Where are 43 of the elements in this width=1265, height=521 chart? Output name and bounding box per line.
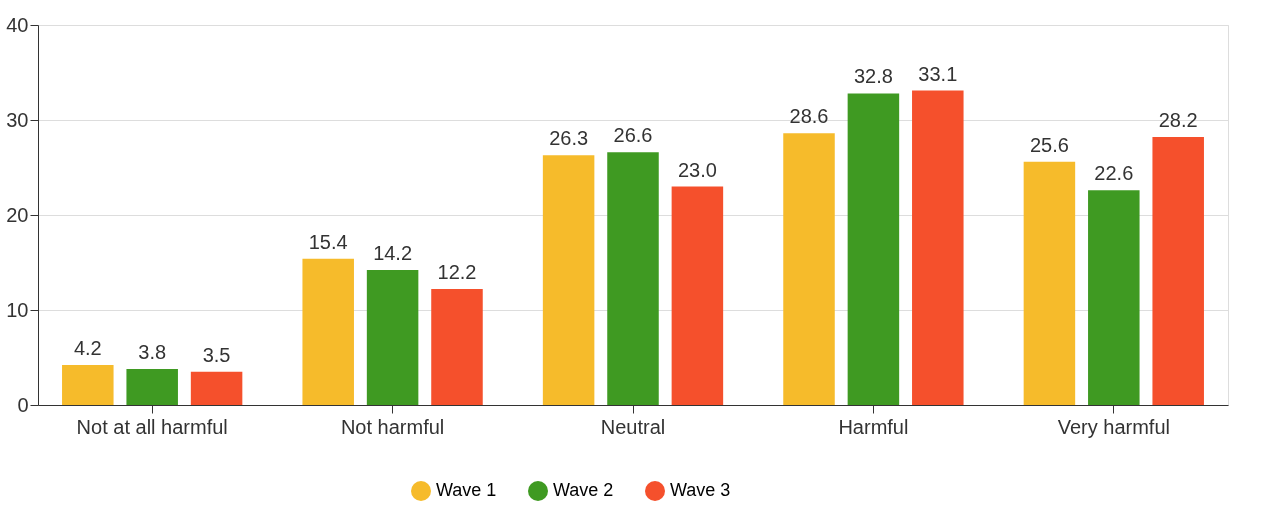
y-tick-label: 10 [6,298,29,321]
data-label: 14.2 [373,242,413,265]
bar [912,90,964,405]
bar [783,133,835,405]
bar [431,289,483,405]
bar [366,270,419,405]
x-tick-label: Neutral [600,415,666,438]
data-label: 33.1 [918,62,958,85]
y-tick-label: 0 [17,393,29,416]
bar [671,186,724,405]
y-tick-label: 30 [6,108,29,131]
bar [607,152,659,405]
data-label: 25.6 [1029,133,1069,156]
y-tick-label: 20 [6,203,29,226]
x-tick-label: Harmful [838,415,909,438]
data-label: 26.6 [613,124,653,147]
data-label: 12.2 [437,261,477,284]
bar [1152,137,1204,405]
data-label: 28.2 [1158,109,1198,132]
data-label: 4.2 [73,337,102,360]
bar [302,258,354,405]
bar [1088,190,1140,405]
data-label: 23.0 [677,158,717,181]
bar [542,155,595,405]
legend-label: Wave 1 [436,480,497,500]
data-label: 32.8 [853,65,893,88]
data-label: 26.3 [549,127,589,150]
legend-label: Wave 3 [670,480,731,500]
x-tick-label: Not harmful [340,415,445,438]
bar [1023,161,1076,405]
bar [847,93,900,405]
data-label: 3.8 [138,340,167,363]
legend-label: Wave 2 [553,480,614,500]
bar [190,371,243,405]
x-tick-label: Not at all harmful [76,415,228,438]
x-tick-label: Very harmful [1057,415,1170,438]
data-label: 15.4 [308,230,348,253]
bar [62,365,114,405]
y-tick-label: 40 [6,13,29,36]
data-label: 28.6 [789,105,829,128]
bar [126,368,178,405]
data-label: 22.6 [1094,162,1134,185]
data-label: 3.5 [202,343,231,366]
